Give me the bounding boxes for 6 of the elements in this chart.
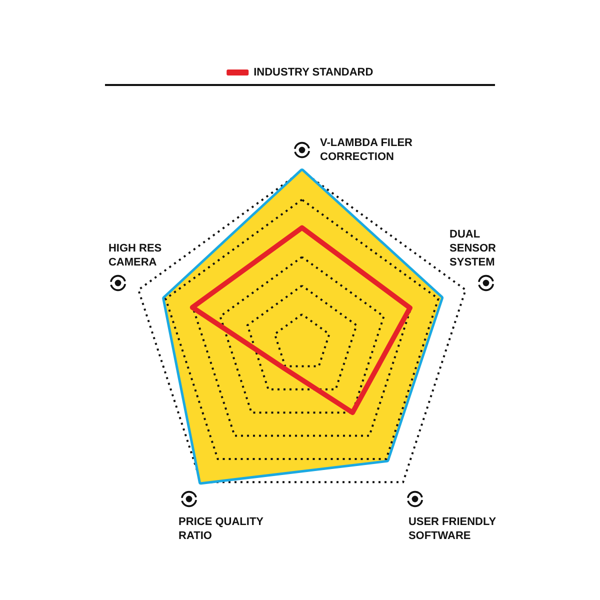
legend-label: INDUSTRY STANDARD xyxy=(254,66,374,78)
spoke-label: PRICE QUALITY RATIO xyxy=(178,516,264,542)
spoke-label: USER FRIENDLY SOFTWARE xyxy=(408,516,497,542)
spoke-label: V-LAMBDA FILER CORRECTION xyxy=(320,137,413,163)
spoke-label: DUAL SENSOR SYSTEM xyxy=(450,228,496,268)
spoke-label: HIGH RES CAMERA xyxy=(108,242,162,268)
